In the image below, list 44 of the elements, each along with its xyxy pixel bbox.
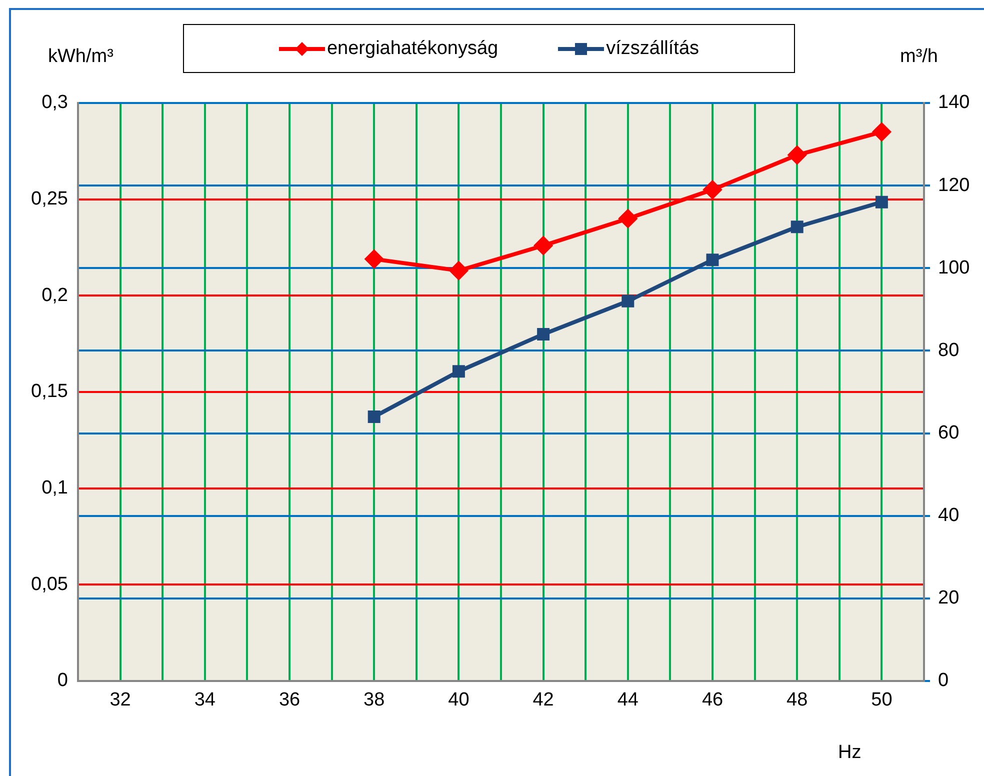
x-tick-label: 42 <box>532 690 554 711</box>
y2-tick-label: 0 <box>938 670 949 692</box>
point <box>534 236 552 255</box>
x-tick-label: 34 <box>194 690 216 711</box>
y2-tick-label: 20 <box>938 588 960 609</box>
y2-tick-label: 100 <box>938 257 970 278</box>
y-tick-label: 0,1 <box>42 478 68 499</box>
y2-axis-title: m³/h <box>900 46 938 68</box>
y2-tick-label: 140 <box>938 92 970 114</box>
point <box>790 220 804 234</box>
point <box>875 196 888 208</box>
point <box>788 146 806 164</box>
y2-tick-label: 80 <box>938 340 960 361</box>
point <box>706 254 719 266</box>
point <box>365 250 384 268</box>
x-tick-label: 38 <box>364 690 385 711</box>
y-tick-label: 0 <box>57 670 68 692</box>
y-tick-label: 0,2 <box>42 284 68 306</box>
y-axis-title: kWh/m³ <box>48 46 114 68</box>
x-tick-label: 50 <box>871 690 892 711</box>
x-tick-label: 32 <box>110 690 131 711</box>
legend-label: vízszállítás <box>606 38 700 60</box>
x-tick-label: 40 <box>448 690 470 711</box>
y2-tick-label: 120 <box>938 174 970 196</box>
point <box>537 328 550 340</box>
x-tick-label: 36 <box>278 690 300 711</box>
y-tick-label: 0,25 <box>31 188 68 210</box>
y2-tick-label: 40 <box>938 505 960 526</box>
point <box>450 262 468 280</box>
y2-tick-label: 60 <box>938 422 960 444</box>
x-tick-label: 44 <box>617 690 639 711</box>
y-tick-label: 0,15 <box>31 381 68 402</box>
point <box>704 180 722 199</box>
point <box>872 122 891 141</box>
point <box>368 410 380 424</box>
x-axis-title: Hz <box>838 742 862 764</box>
x-tick-label: 46 <box>702 690 724 711</box>
point <box>618 210 637 228</box>
y-tick-label: 0,05 <box>31 574 68 595</box>
legend-label: energiahatékonyság <box>326 38 498 60</box>
point <box>622 294 634 308</box>
x-tick-label: 48 <box>786 690 808 711</box>
point <box>452 365 465 378</box>
y-tick-label: 0,3 <box>42 92 68 114</box>
